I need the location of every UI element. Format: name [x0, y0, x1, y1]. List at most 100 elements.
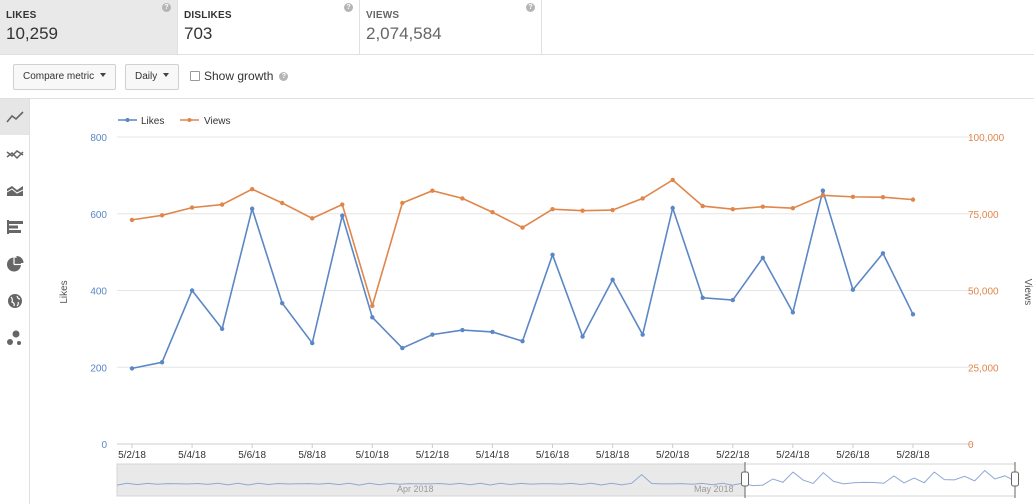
metric-value: 703 — [184, 24, 213, 43]
x-tick-label: 5/18/18 — [596, 450, 630, 461]
data-point-likes — [310, 340, 315, 346]
area-chart-icon — [6, 186, 23, 196]
data-point-views — [790, 206, 796, 211]
multi-line-chart-button[interactable] — [0, 136, 29, 172]
data-point-views — [129, 217, 135, 223]
data-point-views — [610, 207, 615, 213]
metric-cards: LIKES 10,259 ? DISLIKES 703 ? VIEWS 2,07… — [0, 0, 1034, 55]
help-icon[interactable]: ? — [162, 3, 171, 12]
navigator-sparkline — [116, 469, 1016, 487]
help-icon[interactable]: ? — [344, 3, 353, 12]
data-point-views — [279, 200, 285, 206]
data-point-views — [219, 202, 225, 207]
globe-icon — [7, 294, 22, 308]
bar-chart-icon — [6, 220, 23, 234]
x-tick-label: 5/26/18 — [836, 450, 870, 461]
data-point-likes — [159, 360, 165, 365]
line-chart-button[interactable] — [0, 99, 29, 135]
area-chart-button[interactable] — [0, 172, 29, 208]
x-axis: 5/2/18 5/4/18 5/6/18 5/8/18 5/10/18 5/12/18 5/… — [118, 444, 930, 461]
data-point-views — [249, 186, 255, 192]
data-point-views — [340, 202, 345, 207]
data-point-likes — [279, 300, 285, 306]
x-tick-label: 5/12/18 — [416, 450, 450, 461]
data-point-views — [430, 188, 435, 193]
geography-chart-button[interactable] — [0, 283, 29, 319]
navigator-label-may: May 2018 — [694, 484, 734, 494]
x-tick-label: 5/22/18 — [716, 450, 750, 461]
bar-chart-button[interactable] — [0, 209, 29, 245]
data-point-likes — [790, 310, 796, 315]
compare-metric-dropdown[interactable]: Compare metric — [13, 64, 117, 90]
data-point-likes — [219, 326, 225, 332]
pie-chart-button[interactable] — [0, 246, 29, 282]
navigator-left-handle[interactable] — [741, 471, 749, 487]
data-point-likes — [129, 366, 135, 371]
data-point-likes — [550, 252, 555, 258]
show-growth-checkbox[interactable] — [190, 71, 200, 81]
data-point-views — [490, 210, 495, 215]
data-point-likes — [880, 251, 886, 256]
data-point-likes — [400, 345, 405, 351]
metric-card-dislikes[interactable]: DISLIKES 703 ? — [178, 0, 360, 54]
data-point-likes — [370, 315, 375, 320]
data-point-views — [189, 205, 195, 210]
navigator-selected-range — [745, 464, 1015, 496]
legend-marker-likes — [125, 118, 130, 122]
x-tick-label: 5/8/18 — [298, 450, 326, 461]
x-tick-label: 5/14/18 — [476, 450, 510, 461]
metric-card-likes[interactable]: LIKES 10,259 ? — [0, 0, 178, 54]
data-point-likes — [460, 327, 465, 333]
right-tick-label: 0 — [968, 440, 974, 451]
data-point-likes — [910, 312, 916, 317]
metric-label: LIKES — [6, 10, 37, 21]
data-point-views — [400, 200, 405, 206]
chart-type-sidebar — [0, 99, 30, 504]
range-navigator[interactable]: Apr 2018 May 2018 — [116, 462, 1019, 498]
metric-card-views[interactable]: VIEWS 2,074,584 ? — [360, 0, 542, 54]
x-tick-label: 5/4/18 — [178, 450, 206, 461]
data-point-likes — [580, 334, 585, 339]
data-point-views — [670, 177, 675, 183]
show-growth-toggle[interactable]: Show growth ? — [190, 69, 289, 83]
left-tick-label: 800 — [90, 133, 107, 144]
data-point-views — [760, 204, 766, 209]
data-point-views — [880, 194, 886, 200]
metric-value: 10,259 — [6, 24, 58, 43]
data-point-likes — [640, 332, 645, 337]
series-line-views — [131, 178, 914, 309]
data-point-views — [520, 225, 525, 230]
bubble-chart-icon — [6, 330, 21, 345]
bubble-chart-button[interactable] — [0, 320, 29, 356]
data-point-likes — [520, 338, 525, 344]
right-axis: 0 25,000 50,000 75,000 100,000 — [968, 133, 1005, 451]
caret-down-icon — [100, 73, 107, 78]
help-icon[interactable]: ? — [279, 71, 289, 81]
x-tick-label: 5/10/18 — [356, 450, 390, 461]
navigator-right-handle[interactable] — [1011, 471, 1019, 487]
legend-label-likes[interactable]: Likes — [141, 116, 164, 127]
show-growth-label: Show growth — [204, 69, 274, 83]
data-point-likes — [490, 329, 495, 335]
data-point-likes — [340, 213, 345, 218]
navigator-label-apr: Apr 2018 — [397, 484, 434, 494]
data-point-likes — [820, 188, 826, 193]
interval-dropdown[interactable]: Daily — [125, 64, 180, 90]
data-point-views — [820, 193, 826, 198]
right-tick-label: 75,000 — [968, 210, 999, 221]
grid — [117, 136, 973, 445]
data-point-views — [640, 196, 645, 201]
right-tick-label: 50,000 — [968, 287, 999, 298]
help-icon[interactable]: ? — [526, 3, 535, 12]
data-point-likes — [670, 205, 675, 211]
data-point-likes — [760, 255, 766, 261]
data-point-likes — [610, 277, 615, 282]
interval-label: Daily — [135, 71, 158, 82]
right-tick-label: 25,000 — [968, 363, 999, 374]
x-tick-label: 5/20/18 — [656, 450, 690, 461]
data-point-views — [730, 206, 735, 212]
legend-label-views[interactable]: Views — [204, 116, 231, 127]
left-tick-label: 600 — [90, 210, 107, 221]
x-tick-label: 5/6/18 — [238, 450, 266, 461]
